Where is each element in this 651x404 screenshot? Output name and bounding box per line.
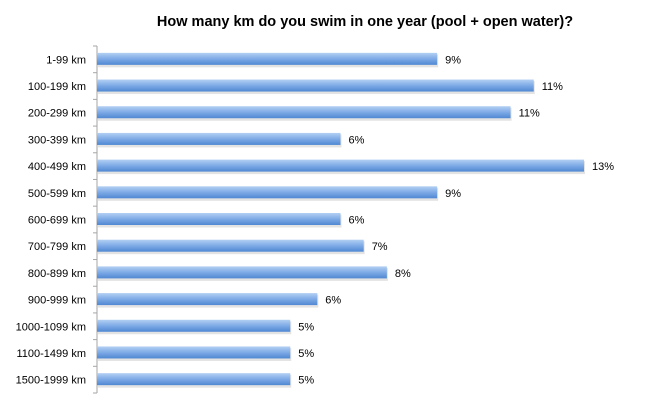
bar xyxy=(97,373,291,386)
bar xyxy=(97,346,291,359)
y-axis: 1-99 km 100-199 km 200-299 km 300-399 km 400… xyxy=(16,45,98,394)
category-label: 200-299 km xyxy=(28,108,86,120)
bar xyxy=(97,132,341,145)
data-label: 13% xyxy=(592,161,614,173)
data-label: 9% xyxy=(445,188,461,200)
category-label: 100-199 km xyxy=(28,81,86,93)
bar xyxy=(97,106,511,119)
category-label: 400-499 km xyxy=(28,161,86,173)
bar xyxy=(97,266,387,279)
category-label: 500-599 km xyxy=(28,188,86,200)
bar xyxy=(97,79,534,92)
data-label: 11% xyxy=(519,108,540,120)
bar xyxy=(97,213,341,225)
data-label: 8% xyxy=(395,268,411,280)
bar xyxy=(97,186,438,199)
bar xyxy=(97,319,291,332)
category-label: 1-99 km xyxy=(46,54,86,66)
category-label: 300-399 km xyxy=(28,134,86,146)
category-label: 600-699 km xyxy=(28,215,86,227)
data-label: 5% xyxy=(298,321,314,333)
data-label: 5% xyxy=(298,375,314,387)
bar xyxy=(97,52,438,65)
category-label: 1100-1499 km xyxy=(16,348,86,360)
data-label: 9% xyxy=(445,54,461,66)
bar xyxy=(97,159,584,172)
category-label: 900-999 km xyxy=(28,295,86,307)
category-label: 1000-1099 km xyxy=(16,321,86,333)
data-label: 11% xyxy=(542,81,563,93)
category-label: 1500-1999 km xyxy=(16,375,86,387)
data-label: 6% xyxy=(349,134,365,146)
chart-title: How many km do you swim in one year (poo… xyxy=(157,14,573,30)
data-label: 5% xyxy=(298,348,314,360)
category-label: 700-799 km xyxy=(28,241,86,253)
bar xyxy=(97,239,364,252)
data-label: 6% xyxy=(349,215,365,227)
bars: 9% 11% 11% 6% 13% 9% 6% 7% 8% 6% 5% 5% 5% xyxy=(97,52,614,388)
data-label: 6% xyxy=(325,295,341,307)
category-label: 800-899 km xyxy=(28,268,86,280)
data-label: 7% xyxy=(372,241,388,253)
bar xyxy=(97,293,318,306)
